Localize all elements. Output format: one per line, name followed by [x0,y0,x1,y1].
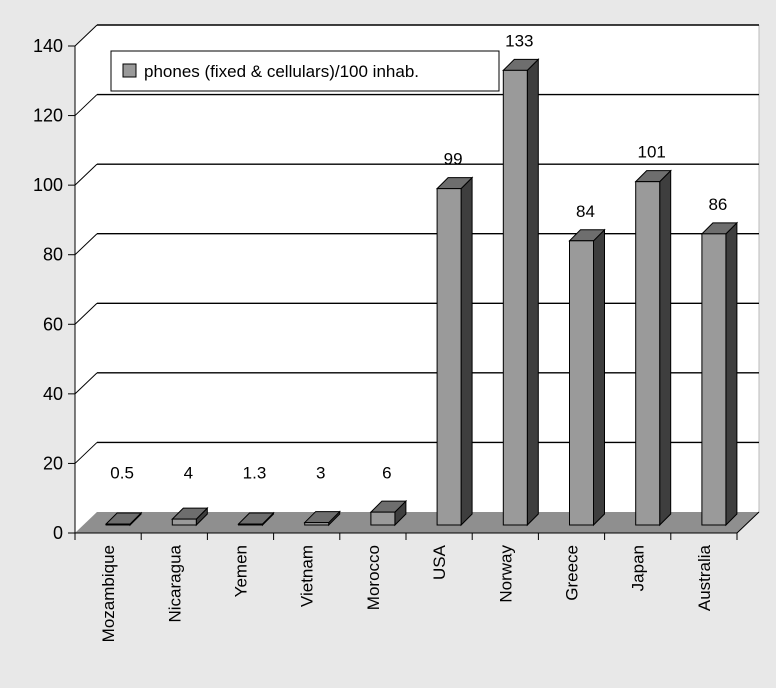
data-label: 84 [576,202,595,221]
data-label: 4 [184,463,193,482]
bar [370,511,396,526]
gridline-depth [74,302,98,325]
x-tick-label: Japan [629,545,648,591]
x-tick-label: Nicaragua [165,544,184,622]
bar [502,69,528,526]
gridline-depth [74,372,98,395]
x-tick-label: Yemen [232,545,251,597]
bar-side [659,169,672,527]
y-tick-label: 100 [33,175,63,195]
data-label: 3 [316,463,325,482]
y-tick-label: 40 [43,384,63,404]
x-tick-label: Greece [563,545,582,601]
y-tick-label: 60 [43,314,63,334]
bar [635,181,661,526]
data-label: 101 [638,143,666,162]
bar-side [725,221,738,527]
gridline-depth [74,94,98,116]
x-tick-label: Vietnam [298,545,317,607]
x-tick-label: Norway [496,545,515,603]
bar [105,523,131,526]
bar [569,240,594,526]
bar [238,523,263,526]
bar-side [460,176,473,527]
gridline-depth [74,163,98,186]
x-axis-end [736,511,760,534]
bar-side [593,228,605,527]
bar [436,188,462,526]
bar-side [526,58,539,527]
gridline-depth [74,442,98,464]
x-tick-label: USA [430,544,449,580]
gridline-depth [74,233,98,256]
data-label: 133 [505,31,533,50]
x-tick-label: Morocco [364,545,383,610]
legend-box [110,50,500,92]
data-label: 0.5 [110,463,134,482]
y-tick-label: 140 [33,36,63,56]
data-label: 6 [382,463,391,482]
bar [701,233,727,526]
y-tick-label: 20 [43,453,63,473]
legend-swatch [122,63,137,78]
bar [304,522,330,526]
y-tick-label: 80 [43,245,63,265]
data-label: 86 [708,195,727,214]
y-tick-label: 0 [53,523,63,543]
y-tick-label: 120 [33,106,63,126]
data-label: 99 [444,150,463,169]
data-label: 1.3 [243,463,267,482]
legend-label: phones (fixed & cellulars)/100 inhab. [144,62,419,81]
bar [171,518,197,526]
gridline-depth [74,24,98,47]
x-tick-label: Australia [695,544,714,611]
x-tick-label: Mozambique [99,545,118,642]
